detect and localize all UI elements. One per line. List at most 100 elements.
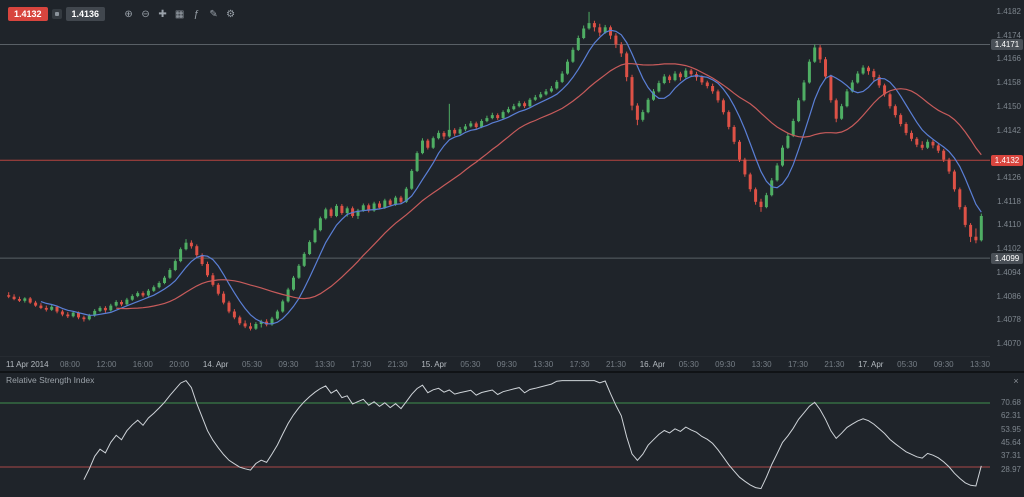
candle xyxy=(485,115,489,123)
candle xyxy=(705,80,709,89)
buy-price-button[interactable]: 1.4136 xyxy=(65,7,106,21)
candle xyxy=(421,138,424,155)
current-price-badge: 1.4132 xyxy=(991,154,1023,166)
candle xyxy=(184,239,188,251)
zoom-out-icon[interactable]: ⊖ xyxy=(141,8,150,20)
candle xyxy=(893,104,897,118)
time-axis-label: 21:30 xyxy=(387,360,408,369)
candle xyxy=(840,103,844,120)
rsi-axis-label: 62.31 xyxy=(1000,411,1021,421)
candle xyxy=(910,130,913,142)
candle xyxy=(302,252,306,267)
candle xyxy=(549,86,553,93)
candle xyxy=(856,71,860,84)
candle xyxy=(883,83,887,97)
time-axis-day-label: 17. Apr xyxy=(858,360,884,369)
rsi-chart[interactable] xyxy=(0,373,990,497)
zoom-in-icon[interactable]: ⊕ xyxy=(124,8,133,20)
indicators-icon[interactable]: ƒ xyxy=(193,8,200,20)
time-axis-label: 20:00 xyxy=(169,360,190,369)
candle xyxy=(716,89,720,103)
settings-icon[interactable]: ⚙ xyxy=(226,8,236,20)
candle xyxy=(641,109,645,122)
time-axis-label: 05:30 xyxy=(460,360,481,369)
price-axis-label: 1.4118 xyxy=(997,196,1021,206)
candle xyxy=(533,94,537,101)
candle xyxy=(888,92,892,109)
candle xyxy=(335,204,338,218)
rsi-close-button[interactable]: × xyxy=(1013,376,1019,386)
candle xyxy=(249,322,252,331)
candle xyxy=(189,240,193,249)
candle xyxy=(931,140,935,149)
panel-resize-handle[interactable] xyxy=(0,371,1024,373)
rsi-axis-label: 53.95 xyxy=(1000,424,1021,434)
candle xyxy=(437,130,441,140)
chart-type-icon[interactable]: ▦ xyxy=(174,8,185,20)
candle xyxy=(630,74,634,111)
candle xyxy=(275,309,279,320)
candle xyxy=(721,98,725,115)
candle xyxy=(7,292,11,299)
time-axis[interactable]: 11 Apr 2014 08:00 12:00 16:00 20:00 14. Apr 05… xyxy=(0,356,990,371)
rsi-axis[interactable]: 70.68 62.31 53.95 45.64 37.31 28.97 xyxy=(990,373,1024,497)
candle xyxy=(82,315,86,322)
sell-price-button[interactable]: 1.4132 xyxy=(8,7,48,21)
time-axis-label: 09:30 xyxy=(278,360,299,369)
rsi-axis-label: 37.31 xyxy=(1000,451,1021,461)
candle xyxy=(506,106,510,114)
candle xyxy=(974,228,978,244)
price-axis-label: 1.4094 xyxy=(996,267,1021,277)
toolbar-buttons: ⊕ ⊖ ✚ ▦ ƒ ✎ ⚙ xyxy=(121,7,238,22)
candle xyxy=(786,133,790,149)
candle xyxy=(861,65,865,75)
candle xyxy=(458,126,462,135)
candle xyxy=(44,305,48,312)
candle xyxy=(399,195,403,204)
candle xyxy=(829,74,833,103)
candle xyxy=(292,275,295,291)
price-axis[interactable]: 1.4182 1.4174 1.4166 1.4158 1.4150 1.4142 1.41… xyxy=(990,0,1024,356)
candle xyxy=(764,192,768,209)
candle xyxy=(797,97,801,123)
candle xyxy=(216,283,220,296)
candle xyxy=(592,20,596,32)
ma-fast-line xyxy=(40,29,982,325)
candle xyxy=(66,312,70,319)
candle xyxy=(754,187,758,205)
candle xyxy=(238,315,242,326)
candle xyxy=(802,80,806,102)
crosshair-icon[interactable]: ✚ xyxy=(158,8,167,20)
drawing-tools-icon[interactable]: ✎ xyxy=(209,8,218,20)
candle xyxy=(619,42,623,57)
candle xyxy=(152,285,156,292)
candle xyxy=(952,169,956,192)
candle xyxy=(243,320,247,329)
candle xyxy=(415,151,419,173)
time-axis-label: 21:30 xyxy=(824,360,845,369)
candle xyxy=(501,110,505,120)
price-axis-label: 1.4078 xyxy=(996,315,1021,325)
candle xyxy=(818,45,822,63)
candle xyxy=(388,198,392,207)
main-price-chart[interactable] xyxy=(0,0,990,356)
chart-toolbar: 1.4132 1.4136 ⊕ ⊖ ✚ ▦ ƒ ✎ ⚙ xyxy=(8,6,238,22)
candle xyxy=(781,145,784,167)
time-axis-label: 21:30 xyxy=(605,360,627,369)
candle xyxy=(872,68,876,81)
candle xyxy=(469,121,473,128)
candle xyxy=(453,128,457,136)
price-axis-label: 1.4102 xyxy=(996,244,1021,254)
candle xyxy=(227,300,231,314)
price-axis-label: 1.4142 xyxy=(996,125,1021,135)
candle xyxy=(958,187,962,210)
ma-slow-line xyxy=(116,62,982,310)
candle xyxy=(34,300,38,307)
rsi-axis-label: 45.64 xyxy=(1000,437,1021,447)
price-axis-label: 1.4174 xyxy=(996,30,1021,40)
candle xyxy=(598,23,602,37)
time-axis-label: 17:30 xyxy=(569,360,590,369)
candle xyxy=(367,203,371,213)
candle xyxy=(512,103,516,111)
time-axis-label: 09:30 xyxy=(715,360,736,369)
